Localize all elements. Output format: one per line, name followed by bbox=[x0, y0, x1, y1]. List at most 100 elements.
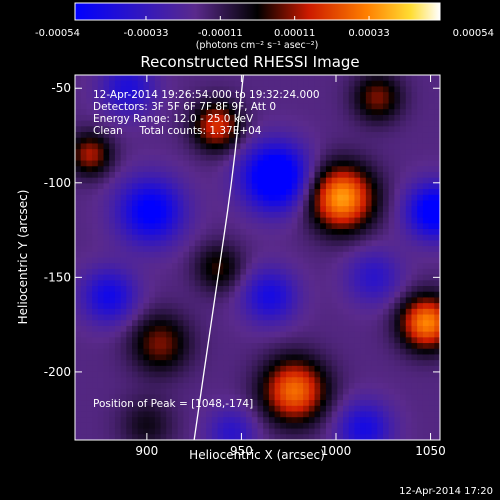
heatmap-cell bbox=[274, 92, 281, 99]
heatmap-cell bbox=[86, 348, 93, 356]
heatmap-cell bbox=[257, 371, 264, 378]
heatmap-cell bbox=[377, 114, 384, 122]
heatmap-cell bbox=[126, 211, 133, 219]
heatmap-cell bbox=[263, 217, 270, 224]
heatmap-cell bbox=[354, 109, 361, 116]
heatmap-cell bbox=[223, 80, 230, 87]
heatmap-cell bbox=[75, 325, 82, 333]
heatmap-cell bbox=[422, 291, 430, 299]
heatmap-cell bbox=[206, 97, 213, 105]
heatmap-cell bbox=[114, 160, 122, 167]
heatmap-cell bbox=[400, 428, 407, 435]
heatmap-cell bbox=[171, 92, 179, 99]
heatmap-cell bbox=[382, 405, 390, 413]
heatmap-cell bbox=[337, 377, 344, 384]
heatmap-cell bbox=[314, 320, 321, 327]
heatmap-cell bbox=[126, 331, 133, 338]
heatmap-cell bbox=[411, 411, 418, 418]
heatmap-cell bbox=[257, 303, 264, 310]
heatmap-cell bbox=[411, 280, 418, 287]
heatmap-cell bbox=[371, 325, 378, 333]
heatmap-cell bbox=[274, 183, 281, 190]
heatmap-cell bbox=[331, 286, 338, 293]
heatmap-cell bbox=[320, 211, 327, 219]
heatmap-cell bbox=[154, 177, 162, 184]
heatmap-cell bbox=[360, 417, 367, 424]
heatmap-cell bbox=[103, 314, 110, 321]
heatmap-cell bbox=[371, 303, 378, 310]
heatmap-cell bbox=[354, 354, 361, 361]
heatmap-cell bbox=[377, 160, 384, 167]
heatmap-cell bbox=[251, 405, 259, 413]
heatmap-cell bbox=[137, 206, 145, 213]
heatmap-cell bbox=[325, 331, 333, 338]
heatmap-cell bbox=[211, 114, 219, 122]
heatmap-cell bbox=[343, 286, 350, 293]
heatmap-cell bbox=[86, 251, 93, 259]
heatmap-cell bbox=[194, 434, 202, 440]
heatmap-cell bbox=[217, 303, 224, 310]
heatmap-cell bbox=[114, 132, 122, 139]
heatmap-cell bbox=[371, 405, 378, 413]
heatmap-cell bbox=[80, 114, 87, 122]
heatmap-cell bbox=[86, 75, 93, 82]
heatmap-cell bbox=[411, 92, 418, 99]
heatmap-cell bbox=[428, 280, 435, 287]
heatmap-cell bbox=[75, 377, 82, 384]
heatmap-cell bbox=[314, 291, 321, 299]
heatmap-cell bbox=[211, 86, 219, 93]
heatmap-cell bbox=[365, 360, 373, 367]
heatmap-cell bbox=[126, 303, 133, 310]
heatmap-cell bbox=[274, 217, 281, 224]
heatmap-cell bbox=[211, 331, 219, 338]
heatmap-cell bbox=[86, 189, 93, 196]
heatmap-cell bbox=[331, 337, 338, 344]
heatmap-cell bbox=[223, 189, 230, 196]
heatmap-cell bbox=[422, 325, 430, 333]
heatmap-cell bbox=[337, 348, 344, 356]
heatmap-cell bbox=[217, 377, 224, 384]
heatmap-cell bbox=[417, 200, 424, 207]
heatmap-cell bbox=[286, 411, 293, 418]
heatmap-cell bbox=[75, 240, 82, 247]
heatmap-cell bbox=[320, 314, 327, 321]
heatmap-cell bbox=[97, 274, 105, 281]
heatmap-cell bbox=[132, 109, 139, 116]
heatmap-cell bbox=[348, 377, 356, 384]
heatmap-cell bbox=[240, 268, 247, 276]
heatmap-cell bbox=[377, 365, 384, 373]
heatmap-cell bbox=[325, 365, 333, 373]
heatmap-cell bbox=[331, 160, 338, 167]
heatmap-cell bbox=[371, 240, 378, 247]
heatmap-cell bbox=[428, 434, 435, 440]
heatmap-cell bbox=[297, 337, 304, 344]
heatmap-cell bbox=[354, 268, 361, 276]
heatmap-cell bbox=[189, 228, 196, 236]
heatmap-cell bbox=[428, 223, 435, 230]
heatmap-cell bbox=[348, 303, 356, 310]
heatmap-cell bbox=[337, 223, 344, 230]
heatmap-cell bbox=[143, 417, 150, 424]
heatmap-cell bbox=[388, 303, 395, 310]
heatmap-cell bbox=[217, 109, 224, 116]
heatmap-cell bbox=[422, 126, 430, 133]
heatmap-cell bbox=[194, 422, 202, 430]
heatmap-cell bbox=[417, 194, 424, 202]
heatmap-cell bbox=[126, 422, 133, 430]
heatmap-cell bbox=[211, 234, 219, 241]
heatmap-cell bbox=[325, 75, 333, 82]
heatmap-cell bbox=[303, 348, 310, 356]
heatmap-cell bbox=[200, 388, 207, 395]
heatmap-cell bbox=[417, 109, 424, 116]
heatmap-cell bbox=[354, 92, 361, 99]
heatmap-cell bbox=[343, 291, 350, 299]
heatmap-cell bbox=[189, 377, 196, 384]
heatmap-cell bbox=[206, 137, 213, 145]
heatmap-cell bbox=[211, 422, 219, 430]
heatmap-cell bbox=[360, 228, 367, 236]
heatmap-cell bbox=[234, 303, 241, 310]
heatmap-cell bbox=[348, 103, 356, 110]
heatmap-cell bbox=[137, 331, 145, 338]
heatmap-cell bbox=[297, 160, 304, 167]
colorbar-tick-label: -0.00011 bbox=[198, 28, 243, 39]
